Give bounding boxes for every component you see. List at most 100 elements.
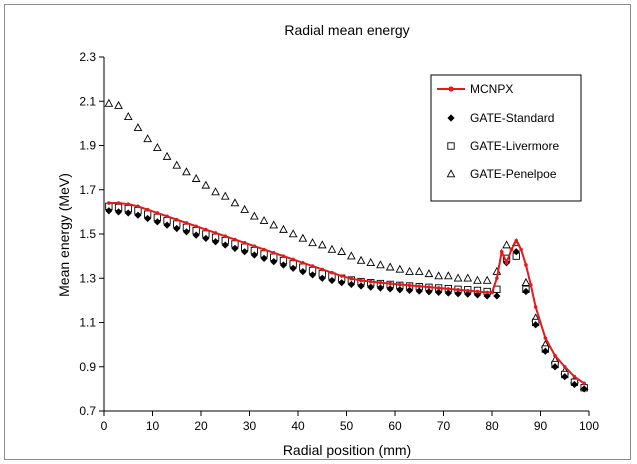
data-point-gate-penelpoe (317, 240, 327, 249)
data-point-mcnpx (223, 234, 228, 239)
data-point-gate-penelpoe (346, 251, 356, 260)
data-point-mcnpx (514, 238, 519, 243)
data-point-gate-penelpoe (482, 275, 492, 284)
y-axis-title: Mean energy (MeV) (56, 173, 72, 297)
data-point-gate-penelpoe (240, 204, 250, 213)
data-point-gate-penelpoe (288, 229, 298, 238)
data-point-gate-standard (308, 271, 317, 279)
data-point-gate-standard (182, 228, 191, 236)
x-tick-label: 100 (579, 419, 599, 433)
data-point-mcnpx (499, 249, 504, 254)
data-point-gate-standard (570, 380, 579, 389)
legend-key-gate-livermore (447, 142, 455, 150)
data-point-gate-standard (299, 268, 307, 276)
data-point-gate-penelpoe (473, 275, 482, 284)
data-point-mcnpx (529, 283, 533, 287)
data-point-gate-penelpoe (249, 211, 259, 220)
series-mcnpx (107, 201, 586, 386)
data-point-gate-standard (105, 207, 113, 215)
data-point-gate-standard (221, 241, 229, 249)
legend-label-mcnpx: MCNPX (470, 82, 513, 96)
data-point-gate-penelpoe (182, 167, 191, 176)
data-point-gate-standard (250, 251, 258, 259)
data-point-gate-standard (318, 274, 326, 282)
data-point-gate-standard (192, 231, 200, 239)
data-point-mcnpx (582, 381, 586, 386)
data-point-gate-standard (396, 286, 404, 294)
data-point-mcnpx (465, 288, 470, 293)
data-point-mcnpx (427, 285, 431, 289)
axes: 0 10 20 30 40 50 60 70 80 90 100 0.7 0.9 1.1 1.3 1.5 1.7… (79, 50, 599, 433)
data-point-gate-standard (464, 290, 472, 298)
data-point-mcnpx (291, 257, 295, 262)
data-point-gate-penelpoe (143, 134, 153, 143)
data-point-gate-penelpoe (201, 180, 211, 189)
data-point-mcnpx (233, 237, 237, 242)
data-point-mcnpx (339, 274, 344, 278)
data-point-mcnpx (378, 280, 383, 285)
data-point-gate-penelpoe (366, 258, 376, 267)
data-point-gate-standard (551, 363, 559, 371)
y-tick-label: 1.1 (79, 316, 96, 330)
data-point-gate-standard (541, 347, 549, 355)
x-tick-label: 20 (194, 419, 208, 433)
data-point-mcnpx (553, 353, 557, 358)
data-point-gate-penelpoe (259, 215, 269, 224)
data-point-mcnpx (301, 260, 305, 265)
x-tick-label: 30 (243, 419, 257, 433)
data-point-gate-penelpoe (434, 271, 444, 280)
data-point-gate-penelpoe (327, 244, 337, 253)
data-point-mcnpx (145, 207, 150, 212)
x-tick-label: 10 (146, 419, 160, 433)
data-point-mcnpx (368, 279, 373, 284)
data-point-gate-penelpoe (502, 240, 511, 249)
x-tick-label: 40 (291, 419, 305, 433)
legend-label-gate-standard: GATE-Standard (470, 111, 554, 125)
data-point-gate-standard (328, 276, 336, 285)
legend-box (430, 74, 582, 202)
data-point-mcnpx (407, 283, 412, 288)
data-point-gate-penelpoe (152, 142, 162, 151)
data-point-gate-standard (338, 279, 346, 287)
data-point-gate-penelpoe (521, 277, 531, 286)
plot-series (104, 98, 589, 393)
data-point-mcnpx (310, 264, 315, 268)
y-tick-label: 1.3 (79, 271, 96, 285)
x-tick-label: 50 (340, 419, 354, 433)
data-point-mcnpx (184, 221, 189, 225)
data-point-mcnpx (398, 282, 402, 287)
data-point-gate-standard (425, 288, 433, 296)
y-tick-label: 0.9 (79, 360, 96, 374)
data-point-mcnpx (204, 227, 208, 232)
data-point-gate-standard (415, 287, 423, 295)
legend-key-marker-mcnpx (448, 86, 454, 92)
x-tick-label: 70 (437, 419, 451, 433)
data-point-gate-penelpoe (191, 173, 201, 182)
data-point-gate-standard (241, 248, 249, 256)
data-point-gate-penelpoe (162, 151, 172, 160)
data-point-mcnpx (572, 374, 577, 379)
data-point-gate-standard (124, 209, 132, 217)
data-point-gate-standard (163, 221, 171, 229)
data-point-gate-standard (279, 261, 288, 269)
data-point-gate-penelpoe (230, 198, 240, 207)
data-point-mcnpx (165, 214, 169, 219)
data-point-gate-standard (532, 321, 540, 329)
y-tick-label: 1.9 (79, 139, 96, 153)
data-point-gate-standard (260, 254, 268, 262)
data-point-gate-penelpoe (395, 264, 405, 273)
data-point-gate-penelpoe (298, 233, 308, 242)
data-point-gate-standard (347, 280, 355, 289)
data-point-gate-penelpoe (356, 255, 366, 264)
data-point-gate-standard (561, 373, 569, 381)
data-point-mcnpx (490, 290, 494, 295)
data-point-mcnpx (126, 202, 131, 206)
data-point-mcnpx (349, 276, 354, 281)
legend-label-gate-livermore: GATE-Livermore (470, 139, 559, 153)
data-point-mcnpx (271, 251, 276, 255)
data-point-mcnpx (174, 217, 179, 222)
data-point-mcnpx (155, 211, 160, 215)
data-point-mcnpx (262, 247, 266, 252)
data-point-mcnpx (213, 231, 218, 235)
